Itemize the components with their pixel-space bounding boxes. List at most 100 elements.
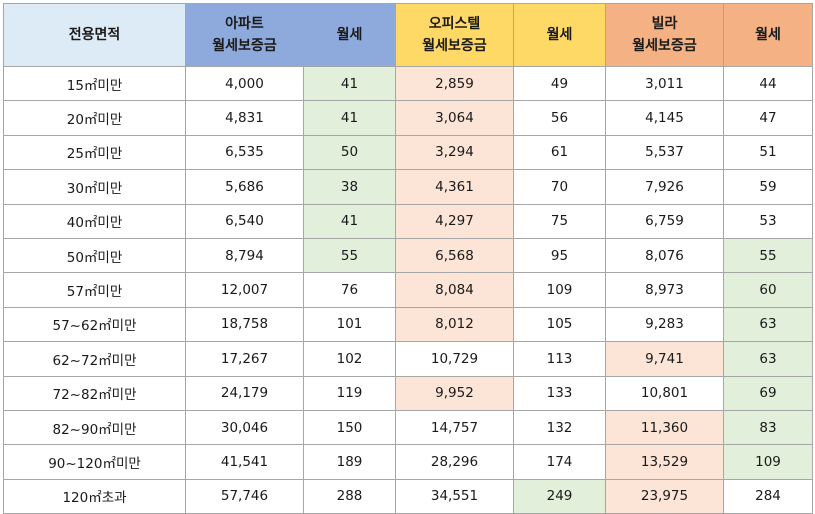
cell-officetel-deposit: 8,084 xyxy=(395,272,514,308)
cell-apartment-deposit: 4,000 xyxy=(185,65,304,102)
cell-officetel-rent: 105 xyxy=(513,306,606,343)
rent-comparison-table: 전용면적 아파트 월세보증금 월세 오피스텔 월세보증금 월세 빌라 월세보증금… xyxy=(3,3,813,514)
cell-officetel-deposit: 4,297 xyxy=(395,203,514,239)
cell-apartment-deposit: 57,746 xyxy=(185,478,304,514)
cell-villa-rent: 60 xyxy=(723,272,813,308)
table-body: 15㎡미만 4,000 41 2,859 49 3,011 44 20㎡미만 4… xyxy=(3,65,813,514)
cell-officetel-rent: 95 xyxy=(513,237,606,274)
cell-villa-rent: 63 xyxy=(723,341,813,377)
cell-officetel-deposit: 3,064 xyxy=(395,100,514,136)
cell-officetel-rent: 113 xyxy=(513,341,606,377)
cell-officetel-deposit: 2,859 xyxy=(395,65,514,102)
table-header: 전용면적 아파트 월세보증금 월세 오피스텔 월세보증금 월세 빌라 월세보증금… xyxy=(3,3,813,67)
cell-villa-deposit: 5,537 xyxy=(605,134,724,171)
cell-officetel-deposit: 28,296 xyxy=(395,444,514,480)
cell-officetel-rent: 174 xyxy=(513,444,606,480)
cell-villa-rent: 284 xyxy=(723,478,813,514)
cell-officetel-deposit: 10,729 xyxy=(395,341,514,377)
cell-villa-rent: 44 xyxy=(723,65,813,102)
cell-villa-rent: 83 xyxy=(723,409,813,446)
cell-officetel-rent: 56 xyxy=(513,100,606,136)
cell-villa-deposit: 7,926 xyxy=(605,169,724,205)
cell-apartment-deposit: 8,794 xyxy=(185,237,304,274)
cell-apartment-rent: 41 xyxy=(303,203,396,239)
cell-villa-deposit: 11,360 xyxy=(605,409,724,446)
cell-officetel-rent: 109 xyxy=(513,272,606,308)
cell-apartment-rent: 101 xyxy=(303,306,396,343)
header-area: 전용면적 xyxy=(3,3,186,67)
cell-area: 20㎡미만 xyxy=(3,100,186,136)
cell-apartment-rent: 76 xyxy=(303,272,396,308)
table-row: 25㎡미만 6,535 50 3,294 61 5,537 51 xyxy=(3,134,813,171)
cell-apartment-deposit: 4,831 xyxy=(185,100,304,136)
cell-area: 120㎡초과 xyxy=(3,478,186,514)
cell-apartment-deposit: 6,540 xyxy=(185,203,304,239)
cell-officetel-deposit: 6,568 xyxy=(395,237,514,274)
table-row: 62~72㎡미만 17,267 102 10,729 113 9,741 63 xyxy=(3,341,813,377)
table-row: 40㎡미만 6,540 41 4,297 75 6,759 53 xyxy=(3,203,813,239)
cell-apartment-deposit: 6,535 xyxy=(185,134,304,171)
cell-apartment-rent: 189 xyxy=(303,444,396,480)
cell-officetel-deposit: 3,294 xyxy=(395,134,514,171)
cell-apartment-rent: 55 xyxy=(303,237,396,274)
cell-area: 25㎡미만 xyxy=(3,134,186,171)
cell-area: 82~90㎡미만 xyxy=(3,409,186,446)
cell-villa-deposit: 8,973 xyxy=(605,272,724,308)
cell-officetel-deposit: 9,952 xyxy=(395,375,514,411)
header-officetel-rent: 월세 xyxy=(513,3,606,67)
cell-apartment-deposit: 24,179 xyxy=(185,375,304,411)
header-villa-rent: 월세 xyxy=(723,3,813,67)
table-row: 15㎡미만 4,000 41 2,859 49 3,011 44 xyxy=(3,65,813,102)
cell-apartment-rent: 38 xyxy=(303,169,396,205)
header-apartment-deposit: 아파트 월세보증금 xyxy=(185,3,304,67)
cell-officetel-rent: 132 xyxy=(513,409,606,446)
table-row: 57㎡미만 12,007 76 8,084 109 8,973 60 xyxy=(3,272,813,308)
cell-officetel-rent: 61 xyxy=(513,134,606,171)
cell-villa-deposit: 3,011 xyxy=(605,65,724,102)
cell-apartment-rent: 119 xyxy=(303,375,396,411)
cell-apartment-deposit: 30,046 xyxy=(185,409,304,446)
cell-apartment-deposit: 18,758 xyxy=(185,306,304,343)
cell-officetel-rent: 75 xyxy=(513,203,606,239)
cell-area: 40㎡미만 xyxy=(3,203,186,239)
header-apartment-rent: 월세 xyxy=(303,3,396,67)
table-row: 20㎡미만 4,831 41 3,064 56 4,145 47 xyxy=(3,100,813,136)
cell-villa-deposit: 9,741 xyxy=(605,341,724,377)
cell-villa-rent: 69 xyxy=(723,375,813,411)
cell-villa-deposit: 13,529 xyxy=(605,444,724,480)
header-officetel-deposit: 오피스텔 월세보증금 xyxy=(395,3,514,67)
cell-area: 57㎡미만 xyxy=(3,272,186,308)
cell-villa-deposit: 6,759 xyxy=(605,203,724,239)
cell-villa-deposit: 23,975 xyxy=(605,478,724,514)
cell-apartment-deposit: 17,267 xyxy=(185,341,304,377)
cell-apartment-rent: 41 xyxy=(303,65,396,102)
cell-apartment-rent: 50 xyxy=(303,134,396,171)
cell-villa-rent: 55 xyxy=(723,237,813,274)
cell-officetel-rent: 249 xyxy=(513,478,606,514)
cell-villa-rent: 51 xyxy=(723,134,813,171)
table-row: 50㎡미만 8,794 55 6,568 95 8,076 55 xyxy=(3,237,813,274)
table-row: 30㎡미만 5,686 38 4,361 70 7,926 59 xyxy=(3,169,813,205)
cell-villa-deposit: 4,145 xyxy=(605,100,724,136)
table-row: 82~90㎡미만 30,046 150 14,757 132 11,360 83 xyxy=(3,409,813,446)
table-row: 90~120㎡미만 41,541 189 28,296 174 13,529 1… xyxy=(3,444,813,480)
cell-villa-rent: 59 xyxy=(723,169,813,205)
cell-area: 50㎡미만 xyxy=(3,237,186,274)
cell-officetel-rent: 133 xyxy=(513,375,606,411)
cell-officetel-deposit: 8,012 xyxy=(395,306,514,343)
cell-area: 57~62㎡미만 xyxy=(3,306,186,343)
cell-villa-rent: 53 xyxy=(723,203,813,239)
cell-apartment-rent: 150 xyxy=(303,409,396,446)
cell-officetel-rent: 70 xyxy=(513,169,606,205)
cell-apartment-rent: 288 xyxy=(303,478,396,514)
cell-apartment-rent: 102 xyxy=(303,341,396,377)
cell-villa-deposit: 10,801 xyxy=(605,375,724,411)
cell-area: 62~72㎡미만 xyxy=(3,341,186,377)
cell-area: 15㎡미만 xyxy=(3,65,186,102)
cell-villa-rent: 63 xyxy=(723,306,813,343)
cell-officetel-deposit: 14,757 xyxy=(395,409,514,446)
table-row: 72~82㎡미만 24,179 119 9,952 133 10,801 69 xyxy=(3,375,813,411)
cell-officetel-rent: 49 xyxy=(513,65,606,102)
cell-villa-deposit: 9,283 xyxy=(605,306,724,343)
cell-apartment-deposit: 5,686 xyxy=(185,169,304,205)
